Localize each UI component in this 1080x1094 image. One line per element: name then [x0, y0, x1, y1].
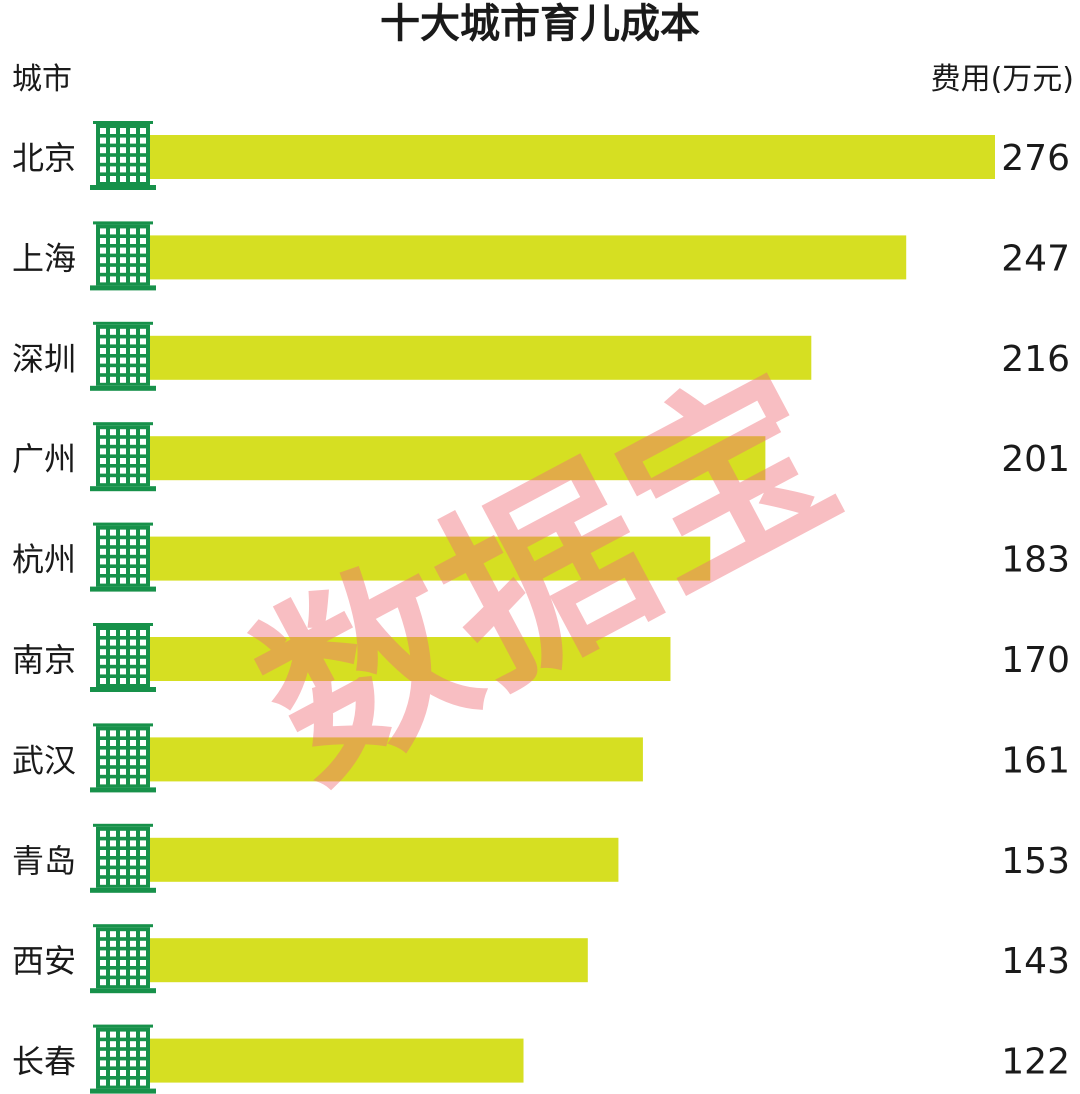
- cost-column-header: 费用(万元): [930, 62, 1074, 97]
- value-label: 170: [1001, 640, 1070, 681]
- building-icon: [90, 121, 156, 190]
- building-icon: [90, 221, 156, 291]
- building-icon: [90, 422, 156, 492]
- bar: [150, 1038, 524, 1083]
- bar: [150, 938, 588, 983]
- category-label: 西安: [12, 942, 76, 980]
- category-label: 杭州: [12, 541, 76, 579]
- value-label: 153: [1001, 841, 1070, 882]
- building-icon: [90, 321, 156, 391]
- building-icon: [90, 623, 156, 692]
- building-icon: [90, 522, 156, 592]
- value-label: 122: [1001, 1042, 1070, 1083]
- category-label: 深圳: [12, 340, 76, 378]
- category-label: 北京: [12, 139, 76, 177]
- category-label: 长春: [12, 1043, 76, 1081]
- chart-title: 十大城市育儿成本: [380, 1, 700, 47]
- building-icon: [90, 924, 156, 994]
- bar: [150, 737, 643, 782]
- category-label: 武汉: [12, 741, 76, 779]
- building-icon: [90, 1024, 156, 1094]
- value-label: 276: [1001, 138, 1070, 179]
- city-column-header: 城市: [12, 62, 72, 97]
- bar: [150, 436, 766, 481]
- value-label: 183: [1001, 540, 1070, 581]
- value-label: 143: [1001, 941, 1070, 982]
- category-label: 广州: [12, 440, 76, 478]
- bar: [150, 637, 671, 681]
- category-label: 南京: [12, 641, 76, 679]
- bar: [150, 335, 812, 380]
- building-icon: [90, 723, 156, 793]
- bar: [150, 135, 995, 179]
- value-label: 216: [1001, 339, 1070, 380]
- bar: [150, 235, 907, 280]
- category-label: 上海: [12, 239, 76, 277]
- category-label: 青岛: [12, 842, 76, 880]
- value-label: 247: [1001, 238, 1070, 279]
- bar: [150, 536, 711, 581]
- value-label: 161: [1001, 740, 1070, 781]
- value-label: 201: [1001, 439, 1070, 480]
- bar: [150, 837, 619, 882]
- building-icon: [90, 823, 156, 893]
